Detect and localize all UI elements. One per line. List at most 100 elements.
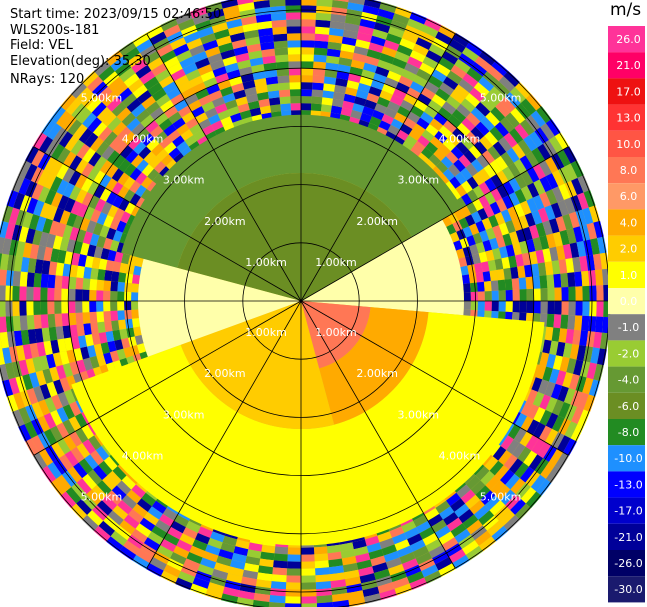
noise-gate	[284, 603, 301, 607]
noise-gate	[519, 240, 529, 255]
noise-gate	[111, 102, 127, 117]
noise-gate	[277, 75, 290, 84]
noise-gate	[491, 60, 509, 77]
noise-gate	[194, 532, 211, 545]
noise-gate	[70, 446, 85, 463]
noise-gate	[465, 131, 480, 146]
noise-gate	[125, 149, 139, 164]
noise-gate	[69, 185, 82, 201]
noise-gate	[128, 509, 144, 524]
noise-gate	[359, 112, 372, 123]
noise-gate	[577, 392, 589, 410]
noise-gate	[287, 554, 301, 562]
noise-gate	[101, 91, 118, 107]
noise-gate	[288, 61, 301, 69]
noise-gate	[26, 301, 34, 316]
noise-gate	[286, 575, 301, 583]
noise-gate	[347, 590, 364, 600]
noise-gate	[183, 31, 201, 44]
noise-gate	[61, 114, 77, 132]
noise-gate	[222, 586, 240, 598]
noise-gate	[596, 301, 604, 317]
noise-gate	[341, 36, 357, 46]
noise-gate	[43, 340, 53, 356]
colorbar: 26.021.017.013.010.08.06.04.02.01.00.0-1…	[608, 26, 645, 603]
noise-gate	[161, 153, 174, 167]
noise-gate	[45, 353, 56, 369]
noise-gate	[396, 44, 413, 57]
noise-gate	[56, 407, 69, 423]
noise-gate	[465, 545, 483, 561]
colorbar-swatch	[608, 104, 645, 131]
radial-line	[300, 300, 569, 456]
noise-gate	[286, 26, 301, 34]
noise-gate	[93, 525, 111, 542]
noise-gate	[328, 27, 344, 37]
noise-gate	[31, 149, 45, 167]
noise-gate	[100, 342, 110, 355]
noise-gate	[312, 82, 324, 91]
noise-gate	[408, 129, 422, 141]
noise-gate	[458, 78, 474, 93]
noise-gate	[494, 465, 510, 481]
colorbar-tick-label: -21.0	[614, 531, 642, 544]
noise-gate	[469, 87, 485, 103]
noise-gate	[260, 41, 275, 51]
noise-gate	[254, 6, 271, 16]
noise-gate	[449, 231, 460, 243]
noise-gate	[354, 96, 367, 107]
noise-gate	[446, 70, 463, 85]
noise-gate	[505, 112, 520, 129]
noise-gate	[519, 155, 533, 171]
noise-gate	[269, 595, 286, 604]
noise-gate	[435, 31, 453, 45]
noise-gate	[366, 542, 382, 553]
colorbar-swatch	[608, 471, 645, 498]
noise-gate	[62, 325, 72, 339]
noise-gate	[99, 160, 113, 175]
noise-gate	[80, 242, 90, 256]
noise-gate	[98, 331, 108, 344]
noise-gate	[106, 536, 124, 552]
noise-gate	[557, 385, 569, 402]
noise-gate	[180, 129, 194, 141]
radial-line	[146, 300, 302, 569]
noise-gate	[256, 572, 273, 582]
colorbar-swatch	[608, 261, 645, 288]
noise-gate	[476, 154, 490, 169]
noise-gate	[110, 281, 119, 292]
noise-gate	[441, 51, 459, 65]
noise-gate	[159, 136, 173, 149]
noise-gate	[47, 301, 55, 315]
noise-gate	[494, 505, 511, 521]
noise-gate	[563, 146, 577, 164]
noise-gate	[544, 205, 556, 221]
colorbar-swatch	[608, 288, 645, 315]
noise-gate	[540, 462, 555, 479]
noise-gate	[301, 589, 317, 597]
noise-gate	[87, 76, 104, 92]
noise-gate	[103, 290, 111, 301]
noise-gate	[39, 231, 50, 247]
noise-gate	[107, 249, 117, 262]
noise-gate	[329, 20, 346, 30]
noise-gate	[466, 112, 481, 127]
noise-gate	[229, 559, 246, 570]
noise-gate	[128, 78, 144, 93]
station-text: WLS200s-181	[10, 23, 100, 38]
noise-gate	[255, 579, 272, 589]
noise-gate	[552, 355, 563, 371]
noise-gate	[13, 192, 25, 210]
noise-gate	[548, 136, 564, 154]
noise-gate	[562, 372, 574, 389]
noise-gate	[222, 4, 240, 16]
noise-gate	[394, 6, 412, 19]
noise-gate	[491, 301, 499, 312]
noise-gate	[249, 107, 262, 117]
noise-gate	[547, 287, 555, 301]
noise-gate	[211, 568, 229, 580]
noise-gate	[121, 475, 136, 490]
noise-gate	[582, 377, 594, 395]
noise-gate	[445, 543, 463, 558]
noise-gate	[479, 230, 490, 243]
